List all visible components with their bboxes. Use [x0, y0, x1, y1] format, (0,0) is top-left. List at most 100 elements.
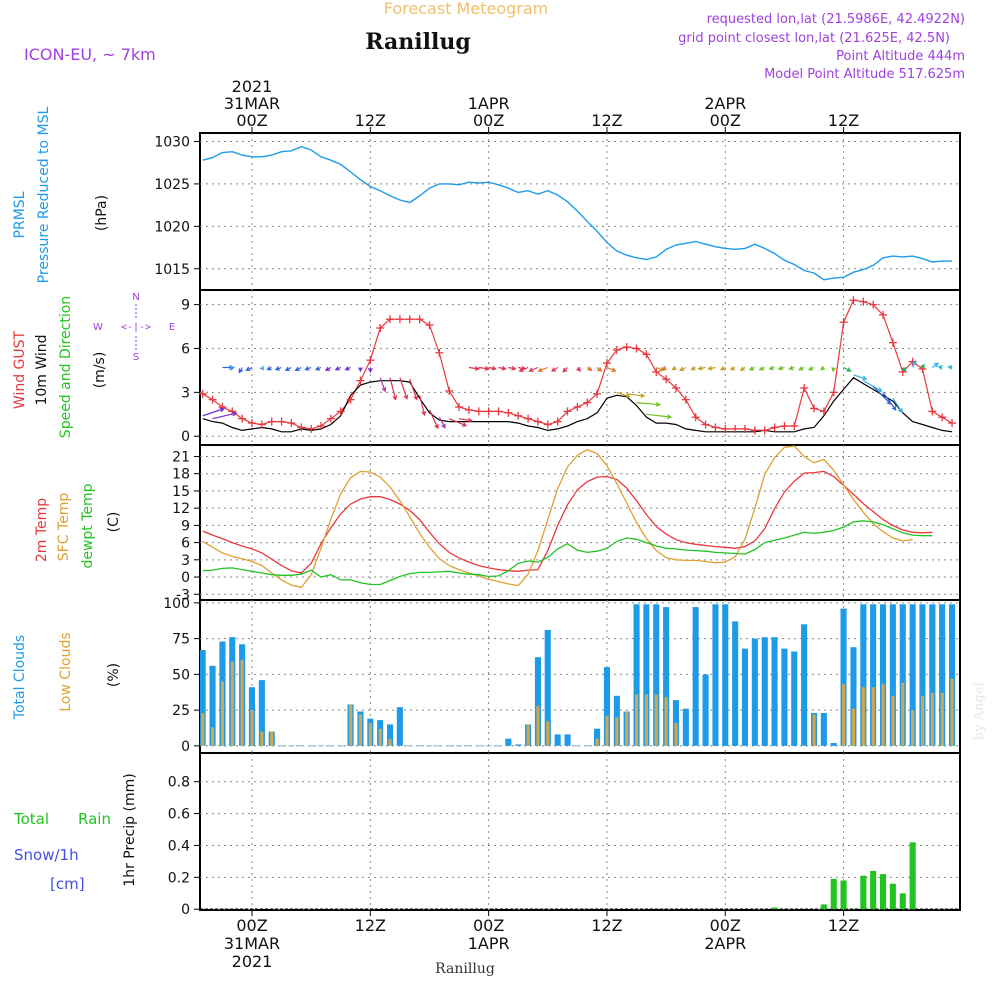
low-cloud-bar	[240, 660, 244, 746]
model-label: ICON-EU, ~ 7km	[24, 45, 156, 64]
wind-arrow-head	[679, 366, 685, 372]
wind-direction-arrow	[616, 391, 630, 398]
wind-arrow-head	[901, 366, 907, 372]
total-cloud-bar	[761, 637, 768, 746]
total-cloud-bar	[663, 607, 670, 746]
total-cloud-bar	[899, 604, 906, 746]
wind-direction-arrow	[646, 413, 671, 418]
top-time-label: 00Z	[473, 111, 504, 130]
wind-arrow-head	[562, 367, 568, 373]
rain-bar	[830, 878, 837, 910]
chart-title: Forecast Meteogram	[384, 0, 548, 18]
wind-direction-arrow	[843, 366, 851, 372]
bottom-time-label: 00Z	[236, 916, 267, 935]
low-cloud-bar	[201, 713, 205, 746]
wind-arrow-head	[807, 366, 814, 371]
low-cloud-bar	[211, 727, 215, 746]
low-cloud-bar	[270, 731, 274, 746]
temperature-ytick-label: 0	[181, 570, 190, 586]
label-dewpt-temp: dewpt Temp	[80, 483, 96, 568]
total-cloud-bar	[692, 607, 699, 746]
wind-direction-arrow	[478, 366, 489, 370]
low-cloud-bar	[378, 728, 382, 746]
wind-direction-arrow	[519, 366, 529, 372]
total-cloud-bar	[939, 604, 946, 746]
low-cloud-bar	[536, 705, 540, 746]
label-low-clouds: Low Clouds	[58, 632, 74, 711]
rain-bar	[909, 842, 916, 910]
wind-arrow-head	[891, 405, 897, 411]
wind-direction-arrow	[636, 401, 660, 406]
wind-arrow-head	[441, 423, 446, 429]
total-cloud-bar	[751, 638, 758, 746]
temperature-ytick-label: -3	[176, 587, 190, 603]
total-cloud-bar	[850, 647, 857, 746]
low-cloud-bar	[851, 708, 855, 746]
wind-arrow-head	[501, 365, 507, 371]
low-cloud-bar	[368, 723, 372, 746]
compass-arrow: <-|->	[121, 322, 151, 333]
clouds-ytick-label: 25	[172, 703, 190, 719]
total-cloud-bar	[387, 724, 394, 746]
footer-location: Ranillug	[435, 961, 495, 977]
wind-arrow-head	[640, 393, 646, 398]
label-percent: (%)	[106, 663, 122, 687]
top-time-label: 00Z	[236, 111, 267, 130]
rain-bar	[820, 904, 827, 910]
label-rain: Rain	[78, 810, 111, 828]
total-cloud-bar	[801, 624, 808, 746]
wind-direction-arrow	[202, 408, 224, 417]
low-cloud-bar	[526, 724, 530, 746]
wind-direction-arrow	[626, 393, 645, 397]
wind-arrow-head	[518, 367, 524, 373]
pressure-frame	[199, 132, 961, 291]
total-cloud-bar	[653, 604, 660, 746]
wind-arrow-head	[911, 360, 917, 366]
temperature-ytick-label: 3	[181, 553, 190, 569]
total-cloud-bar	[771, 637, 778, 746]
low-cloud-bar	[911, 710, 915, 746]
total-cloud-bar	[949, 604, 956, 746]
rain-bar	[880, 874, 887, 910]
wind-arrow-head	[511, 365, 517, 371]
wind-arrow-head	[344, 366, 350, 371]
wind-ytick-label: 3	[181, 385, 190, 401]
clouds-ytick-label: 50	[172, 667, 190, 683]
wind-direction-arrow	[863, 380, 882, 392]
location-title: Ranillug	[365, 29, 471, 55]
label-10m-wind: 10m Wind	[34, 334, 50, 405]
label-ms: (m/s)	[92, 352, 108, 389]
wind-ytick-label: 9	[181, 298, 190, 314]
wind-arrow-head	[403, 394, 409, 400]
low-cloud-bar	[260, 731, 264, 746]
wind-arrow-head	[862, 375, 868, 381]
wind-arrow-head	[659, 366, 665, 372]
total-cloud-bar	[682, 708, 689, 746]
rain-bar	[860, 875, 867, 910]
compass-rose: N W <-|-> E S	[93, 292, 175, 363]
low-cloud-bar	[644, 694, 648, 746]
total-cloud-bar	[909, 604, 916, 746]
bottom-time-label: 2021	[232, 952, 273, 971]
total-cloud-bar	[830, 743, 837, 746]
wind-direction-arrow	[399, 377, 408, 399]
label-c: (C)	[106, 512, 122, 533]
total-cloud-bar	[554, 734, 561, 746]
wind-arrow-head	[877, 387, 883, 392]
low-cloud-bar	[654, 694, 658, 746]
wind-arrow-head	[259, 365, 264, 371]
wind-direction-arrow	[409, 379, 418, 400]
wind-arrow-head	[597, 367, 603, 372]
wind-direction-arrow	[853, 374, 867, 380]
wind-arrow-head	[748, 366, 754, 371]
rain-bar	[840, 880, 847, 910]
wind-ytick-label: 0	[181, 429, 190, 445]
grid-point-coords: grid point closest lon,lat (21.625E, 42.…	[678, 31, 950, 46]
total-cloud-bar	[200, 650, 206, 746]
temperature-ytick-label: 21	[172, 449, 190, 465]
wind-arrow-head	[798, 366, 804, 371]
temp-dewpt-line	[202, 520, 933, 586]
clouds-ytick-label: 100	[163, 596, 190, 612]
label-total-clouds: Total Clouds	[12, 635, 28, 720]
